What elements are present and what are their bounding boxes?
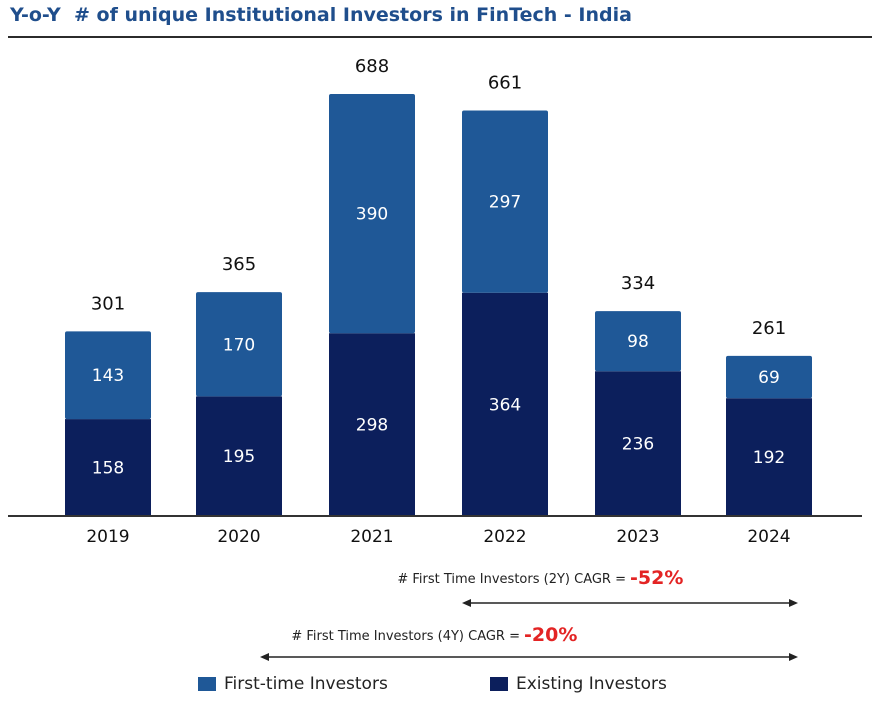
data-label-existing-2020: 195: [223, 447, 255, 467]
bar-first-time-2024: [726, 355, 812, 399]
total-label-2019: 301: [91, 293, 125, 314]
data-label-first-time-2024: 69: [758, 368, 780, 388]
bar-existing-2021: [329, 333, 415, 516]
data-label-first-time-2023: 98: [627, 332, 649, 352]
legend-swatch-first-time: [198, 677, 216, 691]
bar-first-time-2022: [462, 110, 548, 293]
legend-label-first-time: First-time Investors: [224, 674, 388, 694]
data-label-first-time-2020: 170: [223, 335, 255, 355]
data-label-first-time-2022: 297: [489, 193, 521, 213]
data-label-existing-2022: 364: [489, 395, 521, 415]
cagr-value-0: -52%: [630, 567, 683, 589]
data-label-first-time-2021: 390: [356, 205, 388, 225]
bar-existing-2019: [65, 419, 151, 516]
total-label-2022: 661: [488, 73, 522, 94]
legend-item-existing: Existing Investors: [490, 674, 667, 694]
total-label-2023: 334: [621, 273, 655, 294]
legend-label-existing: Existing Investors: [516, 674, 667, 694]
data-label-existing-2021: 298: [356, 416, 388, 436]
bar-existing-2023: [595, 371, 681, 516]
total-label-2024: 261: [752, 318, 786, 339]
cagr-value-1: -20%: [524, 624, 577, 646]
cagr-arrowhead-right-0: [789, 599, 798, 607]
bar-existing-2022: [462, 292, 548, 516]
cagr-arrowhead-right-1: [789, 653, 798, 661]
x-tick-label-2022: 2022: [483, 527, 526, 547]
data-label-first-time-2019: 143: [92, 366, 124, 386]
bar-first-time-2019: [65, 331, 151, 420]
legend-item-first-time: First-time Investors: [198, 674, 388, 694]
bar-first-time-2020: [196, 292, 282, 397]
legend-swatch-existing: [490, 677, 508, 691]
total-label-2020: 365: [222, 254, 256, 275]
title-divider: [8, 36, 872, 38]
bar-existing-2020: [196, 396, 282, 516]
x-tick-label-2024: 2024: [747, 527, 790, 547]
total-label-2021: 688: [355, 56, 389, 77]
bar-existing-2024: [726, 398, 812, 516]
cagr-label-0: # First Time Investors (2Y) CAGR =: [397, 572, 626, 587]
chart-title: Y-o-Y # of unique Institutional Investor…: [10, 4, 632, 26]
cagr-label-1: # First Time Investors (4Y) CAGR =: [291, 629, 520, 644]
x-tick-label-2020: 2020: [217, 527, 260, 547]
x-tick-label-2019: 2019: [86, 527, 129, 547]
data-label-existing-2023: 236: [622, 435, 654, 455]
cagr-arrowhead-left-0: [462, 599, 471, 607]
bar-first-time-2023: [595, 311, 681, 372]
x-tick-label-2021: 2021: [350, 527, 393, 547]
data-label-existing-2024: 192: [753, 448, 785, 468]
cagr-arrowhead-left-1: [260, 653, 269, 661]
bar-first-time-2021: [329, 94, 415, 334]
data-label-existing-2019: 158: [92, 459, 124, 479]
x-tick-label-2023: 2023: [616, 527, 659, 547]
